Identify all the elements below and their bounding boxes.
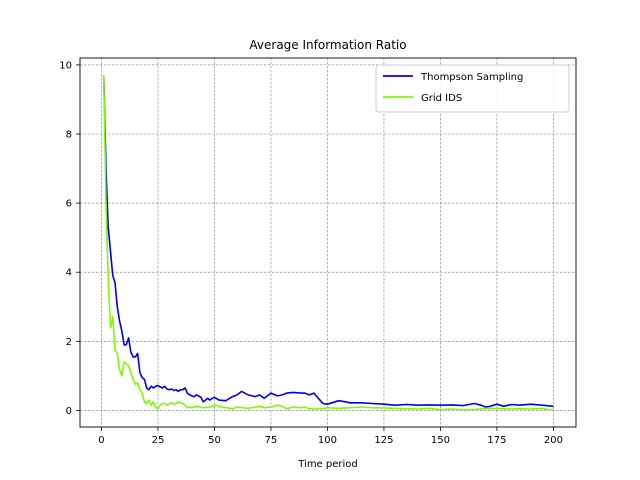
series-line-grid-ids	[102, 75, 554, 411]
y-tick-label-4: 8	[66, 130, 72, 141]
x-tick-label-7: 175	[487, 435, 506, 446]
y-tick-label-2: 4	[66, 268, 72, 279]
x-tick-label-2: 50	[208, 435, 221, 446]
legend-label-thompson-sampling: Thompson Sampling	[420, 72, 523, 83]
series-line-thompson-sampling	[102, 75, 554, 408]
x-tick-label-1: 25	[152, 435, 165, 446]
y-tick-label-3: 6	[66, 199, 72, 210]
x-axis: 0 25 50 75 100 125 150 175 200	[98, 427, 563, 446]
legend-box	[375, 64, 570, 113]
x-tick-label-6: 150	[431, 435, 450, 446]
x-axis-label: Time period	[297, 459, 358, 470]
plot-frame	[79, 57, 577, 428]
series-layer	[102, 75, 554, 411]
legend-label-grid-ids: Grid IDS	[421, 93, 462, 104]
x-tick-label-3: 75	[265, 435, 278, 446]
x-tick-label-5: 125	[374, 435, 393, 446]
y-tick-label-1: 2	[66, 337, 72, 348]
legend: Thompson Sampling Grid IDS	[375, 64, 570, 113]
x-tick-label-4: 100	[318, 435, 337, 446]
y-tick-label-5: 10	[59, 60, 72, 71]
x-tick-label-0: 0	[98, 435, 104, 446]
y-tick-label-0: 0	[66, 406, 72, 417]
y-axis: 0 2 4 6 8 10	[59, 60, 80, 417]
x-tick-label-8: 200	[544, 435, 563, 446]
chart-title: Average Information Ratio	[249, 38, 406, 52]
